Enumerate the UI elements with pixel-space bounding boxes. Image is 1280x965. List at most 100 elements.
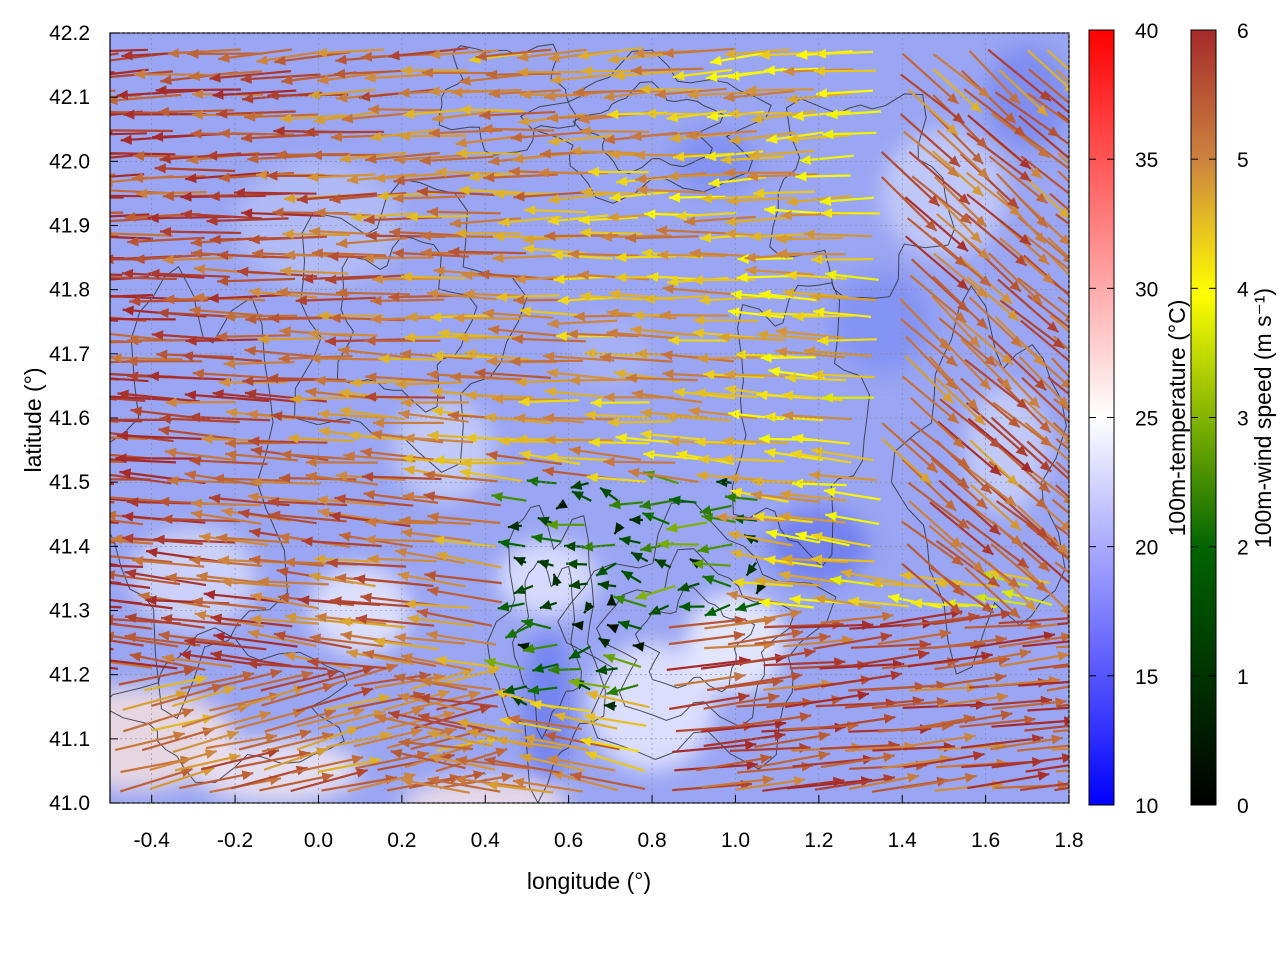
wind-vector-head [76,448,87,458]
wind-vector-shaft [28,634,114,650]
wind-vector-head [33,599,44,609]
wind-vector-head [1129,613,1140,623]
wind-vector-head [96,492,107,502]
colorbar-tick-label: 1 [1237,666,1249,689]
wind-vector-head [103,631,115,641]
wind-vector-head [34,116,45,126]
wind-vector-head [1069,157,1081,168]
wind-vector-head [27,131,38,141]
y-tick-label: 41.4 [49,535,90,558]
colorbar-tick-label: 2 [1237,537,1249,560]
colorbar-tick-label: 3 [1237,408,1249,431]
wind-vector-shaft [49,461,124,462]
wind-vector-head [92,655,104,665]
wind-vector-head [64,574,76,584]
x-tick-label: 1.8 [1054,829,1083,852]
wind-vector-head [91,469,103,479]
wind-vector-head [28,631,40,641]
wind-vector-head [36,269,47,279]
wind-vector-head [98,329,110,339]
wind-vector-head [1071,193,1083,204]
wind-vector-head [93,125,104,135]
x-tick-label: 1.0 [721,829,750,852]
wind-vector-head [1071,361,1083,372]
wind-vector-shaft [38,54,118,64]
y-tick-label: 41.1 [49,728,90,751]
wind-vector-head [65,73,77,83]
wind-vector-head [37,531,48,541]
x-tick-label: -0.2 [217,829,253,852]
wind-vector-shaft [93,130,173,131]
wind-vector-head [104,570,116,580]
wind-vector-shaft [41,374,120,379]
wind-vector-head [1075,484,1087,495]
colorbar-tick-label: 4 [1237,278,1249,301]
colorbar-tick-label: 40 [1135,20,1158,43]
wind-vector-shaft [27,133,113,136]
wind-vector-head [68,254,79,264]
wind-vector-head [32,514,43,524]
x-tick-label: 0.6 [554,829,583,852]
wind-vector-head [94,73,105,83]
wind-vector-head [1116,763,1127,773]
wind-vector-head [1068,420,1079,431]
wind-vector-head [33,355,44,365]
x-tick-label: -0.4 [134,829,171,852]
y-axis-label: latitude (°) [20,367,46,472]
wind-vector-shaft [36,273,123,275]
wind-vector-head [90,148,101,158]
wind-vector-head [62,371,73,381]
colorbar-tick-label: 0 [1237,795,1249,818]
x-tick-label: 0.8 [637,829,666,852]
wind-vector-head [61,191,72,201]
wind-vector-head [1075,562,1087,573]
wind-vector-head [1076,107,1088,118]
wind-vector-head [102,254,113,264]
wind-vector-head [58,559,69,569]
y-tick-label: 41.2 [49,664,90,687]
wind-vector-head [38,571,50,581]
x-tick-label: 1.4 [888,829,918,852]
wind-vector-head [97,551,108,561]
y-tick-label: 41.8 [49,279,90,302]
wind-vector-shaft [32,519,118,523]
y-tick-label: 41.9 [49,215,90,238]
wind-vector-head [64,630,76,640]
colorbar-tick-label: 35 [1135,149,1158,172]
x-tick-label: 1.2 [804,829,833,852]
x-tick-label: 0.2 [387,829,416,852]
wind-vector-head [1118,656,1130,666]
wind-vector-head [1123,692,1135,702]
x-tick-label: 0.0 [304,829,333,852]
wind-vector-head [93,216,104,226]
wind-vector-head [68,512,80,522]
y-tick-label: 41.3 [49,600,90,623]
y-tick-label: 41.7 [49,343,90,366]
wind-vector-head [65,47,76,57]
y-tick-label: 41.5 [49,471,90,494]
wind-speed-colorbar-label: 100m-wind speed (m s⁻¹) [1250,288,1276,548]
wind-vector-head [57,175,68,185]
colorbar-tick-label: 10 [1135,795,1158,818]
colorbar-tick-label: 25 [1135,408,1158,431]
wind-vector-head [1078,332,1090,343]
colorbar-tick-label: 20 [1135,537,1158,560]
plot-area [27,33,1141,829]
wind-vector-shaft [34,316,118,321]
wind-vector-head [27,67,38,77]
wind-vector-head [102,614,113,624]
x-axis-label: longitude (°) [527,868,651,894]
y-tick-label: 41.0 [49,792,90,815]
wind-vector-head [1116,721,1127,731]
wind-vector-head [90,415,101,425]
wind-vector-head [94,428,106,438]
wind-vector-head [92,391,103,401]
wind-vector-head [38,57,50,67]
wind-vector-shaft [156,90,241,91]
wind-vector-head [1116,639,1127,649]
wind-vector-head [34,491,45,501]
wind-vector-shaft [34,494,114,502]
wind-vector-head [34,311,45,321]
wind-vector-head [91,314,102,324]
